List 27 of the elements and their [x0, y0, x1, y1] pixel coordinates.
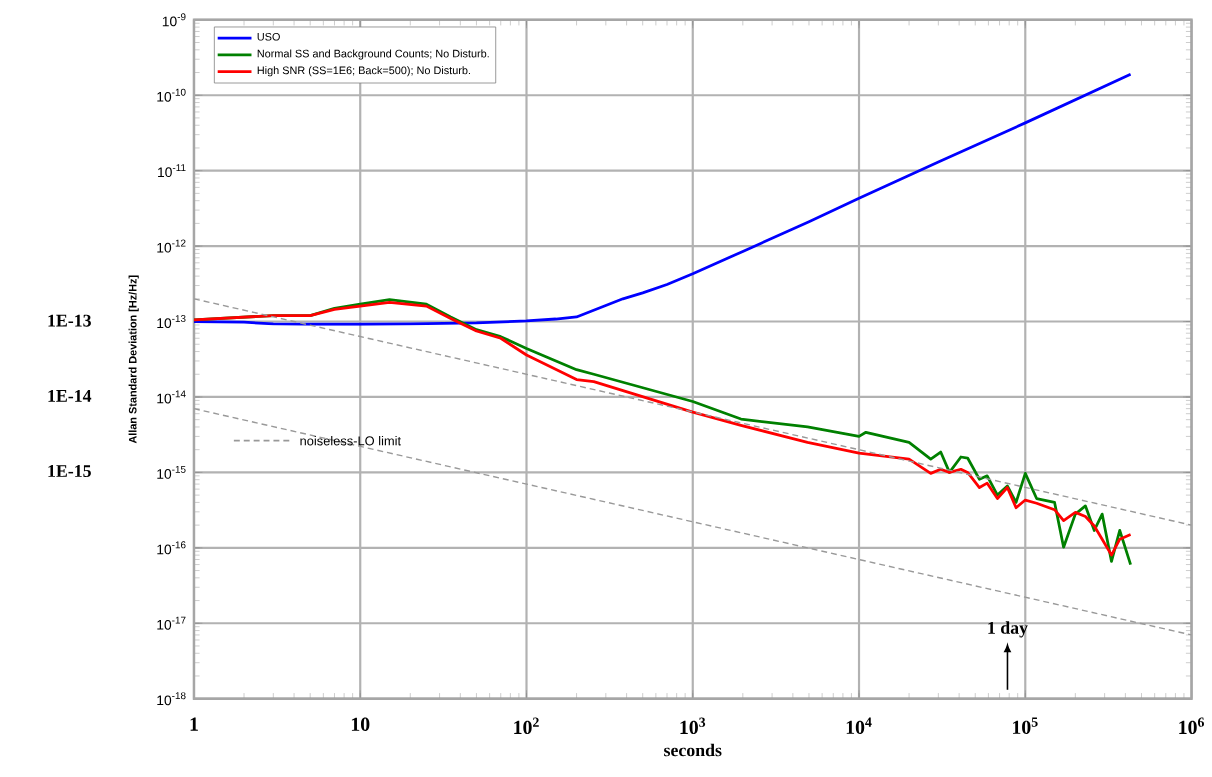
y-tick-label: 10$^{-11}$: [158, 164, 186, 178]
y-tick-label: 10$^{-9}$: [162, 13, 186, 27]
x-tick-label: 10: [351, 717, 370, 731]
x-tick-label: 10$^{2}$: [514, 717, 539, 735]
y-axis-title: Allan Standard Deviation [Hz/Hz]: [128, 275, 139, 444]
legend-label: High SNR (SS=1E6; Back=500); No Disturb.: [257, 66, 470, 77]
y-tick-label: 10$^{-14}$: [157, 390, 186, 404]
text: 1E-13: [48, 314, 91, 327]
x-tick-label: 10$^{3}$: [680, 717, 706, 735]
y-tick-label: 10$^{-16}$: [157, 541, 186, 555]
x-tick-label: 1: [190, 717, 198, 731]
text: 1E-14: [48, 390, 92, 402]
x-tick-label: 10$^{4}$: [846, 717, 872, 735]
y-tick-label: 10$^{-15}$: [157, 466, 186, 479]
y-tick-label: 10$^{-17}$: [157, 616, 186, 630]
y-tick-label: 10$^{-10}$: [157, 88, 186, 102]
legend-label: noiseless-LO limit: [300, 436, 401, 446]
y-tick-label: 10$^{-13}$: [157, 315, 186, 329]
annotation: 1 day: [988, 621, 1028, 638]
x-tick-label: 10$^{6}$: [1179, 717, 1205, 735]
x-axis-title: seconds: [664, 743, 722, 757]
y-tick-label: 10$^{-12}$: [157, 239, 186, 253]
legend-label: USO: [257, 32, 280, 41]
text: 1E-15: [48, 465, 91, 478]
x-tick-label: 10$^{5}$: [1013, 717, 1038, 735]
legend-label: Normal SS and Background Counts; No Disturb.: [257, 49, 489, 60]
y-tick-label: 10$^{-18}$: [157, 692, 186, 706]
